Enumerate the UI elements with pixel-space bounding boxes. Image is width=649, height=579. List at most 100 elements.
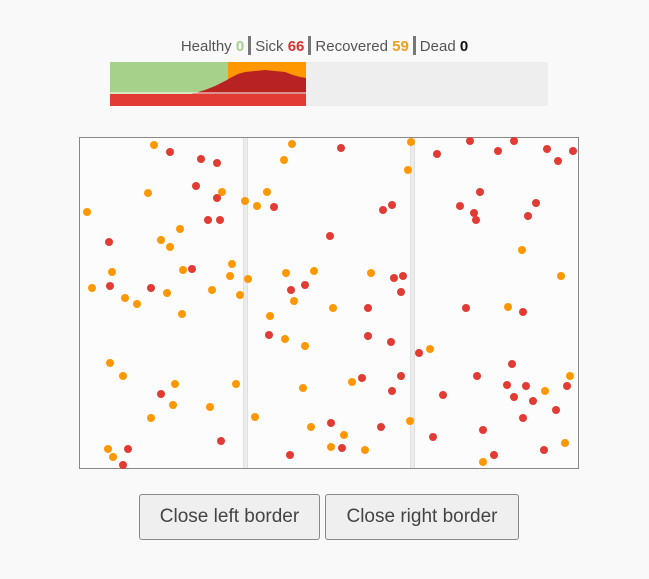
sick-particle bbox=[327, 419, 335, 427]
right-border-wall bbox=[410, 138, 415, 468]
recovered-particle bbox=[367, 269, 375, 277]
sick-particle bbox=[338, 444, 346, 452]
recovered-particle bbox=[361, 446, 369, 454]
sick-particle bbox=[106, 282, 114, 290]
sick-particle bbox=[192, 182, 200, 190]
recovered-particle bbox=[404, 166, 412, 174]
sick-particle bbox=[479, 426, 487, 434]
sick-particle bbox=[157, 390, 165, 398]
recovered-particle bbox=[518, 246, 526, 254]
recovered-particle bbox=[104, 445, 112, 453]
sick-particle bbox=[563, 382, 571, 390]
sick-particle bbox=[301, 281, 309, 289]
sick-particle bbox=[503, 381, 511, 389]
sick-particle bbox=[552, 406, 560, 414]
close-left-border-button[interactable]: Close left border bbox=[139, 494, 320, 540]
healthy-label: Healthy bbox=[180, 38, 232, 55]
recovered-particle bbox=[109, 453, 117, 461]
sick-particle bbox=[119, 461, 127, 469]
sick-particle bbox=[147, 284, 155, 292]
recovered-particle bbox=[301, 342, 309, 350]
recovered-particle bbox=[299, 384, 307, 392]
recovered-particle bbox=[407, 138, 415, 146]
sick-particle bbox=[388, 201, 396, 209]
sick-particle bbox=[397, 372, 405, 380]
recovered-particle bbox=[310, 267, 318, 275]
stat-separator bbox=[308, 36, 312, 55]
timeline-graphic bbox=[110, 62, 306, 106]
sick-particle bbox=[510, 393, 518, 401]
sick-particle bbox=[569, 147, 577, 155]
epidemic-timeline-chart bbox=[110, 62, 548, 106]
recovered-particle bbox=[406, 417, 414, 425]
sick-particle bbox=[490, 451, 498, 459]
sick-particle bbox=[508, 360, 516, 368]
sick-particle bbox=[213, 194, 221, 202]
recovered-particle bbox=[106, 359, 114, 367]
recovered-particle bbox=[83, 208, 91, 216]
sick-particle bbox=[473, 372, 481, 380]
recovered-particle bbox=[108, 268, 116, 276]
recovered-particle bbox=[178, 310, 186, 318]
sick-particle bbox=[399, 272, 407, 280]
recovered-particle bbox=[263, 188, 271, 196]
sick-particle bbox=[286, 451, 294, 459]
recovered-particle bbox=[479, 458, 487, 466]
sick-particle bbox=[217, 437, 225, 445]
particles-layer bbox=[80, 137, 578, 469]
sick-particle bbox=[429, 433, 437, 441]
recovered-particle bbox=[88, 284, 96, 292]
simulation-area bbox=[79, 137, 579, 469]
sick-particle bbox=[216, 216, 224, 224]
sick-particle bbox=[270, 203, 278, 211]
sick-particle bbox=[519, 414, 527, 422]
recovered-particle bbox=[166, 243, 174, 251]
recovered-particle bbox=[241, 197, 249, 205]
sick-stat: Sick 66 bbox=[252, 38, 307, 55]
recovered-particle bbox=[557, 272, 565, 280]
close-right-border-button[interactable]: Close right border bbox=[325, 494, 519, 540]
sick-particle bbox=[439, 391, 447, 399]
recovered-particle bbox=[144, 189, 152, 197]
sick-particle bbox=[188, 265, 196, 273]
recovered-particle bbox=[290, 297, 298, 305]
sick-particle bbox=[326, 232, 334, 240]
sick-particle bbox=[470, 209, 478, 217]
recovered-particle bbox=[133, 300, 141, 308]
recovered-count: 59 bbox=[392, 38, 409, 55]
recovered-particle bbox=[266, 312, 274, 320]
dead-count: 0 bbox=[459, 38, 469, 55]
sick-particle bbox=[388, 387, 396, 395]
sick-particle bbox=[456, 202, 464, 210]
recovered-particle bbox=[206, 403, 214, 411]
sick-particle bbox=[377, 423, 385, 431]
recovered-particle bbox=[147, 414, 155, 422]
sick-particle bbox=[358, 374, 366, 382]
dead-stat: Dead 0 bbox=[417, 38, 471, 55]
sick-particle bbox=[472, 216, 480, 224]
recovered-particle bbox=[171, 380, 179, 388]
recovered-particle bbox=[163, 289, 171, 297]
sick-particle bbox=[364, 304, 372, 312]
sick-particle bbox=[390, 274, 398, 282]
recovered-particle bbox=[179, 266, 187, 274]
sick-particle bbox=[364, 332, 372, 340]
recovered-particle bbox=[280, 156, 288, 164]
recovered-particle bbox=[157, 236, 165, 244]
sick-particle bbox=[529, 397, 537, 405]
timeline-current-sick-area bbox=[110, 94, 306, 106]
recovered-particle bbox=[119, 372, 127, 380]
healthy-stat: Healthy 0 bbox=[178, 38, 247, 55]
sick-particle bbox=[476, 188, 484, 196]
recovered-particle bbox=[327, 443, 335, 451]
sick-particle bbox=[543, 145, 551, 153]
sick-particle bbox=[213, 159, 221, 167]
sick-count: 66 bbox=[287, 38, 305, 55]
sick-particle bbox=[433, 150, 441, 158]
sick-particle bbox=[522, 382, 530, 390]
recovered-particle bbox=[244, 275, 252, 283]
recovered-particle bbox=[121, 294, 129, 302]
sick-particle bbox=[204, 216, 212, 224]
recovered-particle bbox=[288, 140, 296, 148]
recovered-stat: Recovered 59 bbox=[312, 38, 411, 55]
